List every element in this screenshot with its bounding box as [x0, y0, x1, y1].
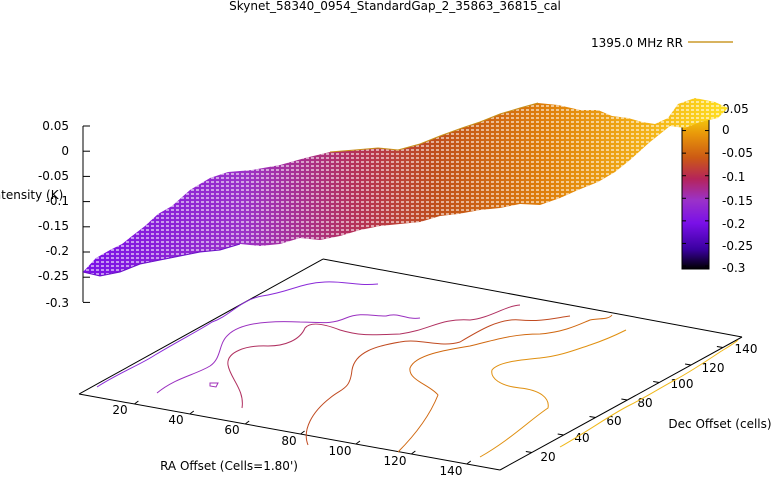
y-axis-label: Dec Offset (cells): [668, 417, 771, 431]
x-tick-mark: [189, 410, 195, 415]
y-tick-label: 120: [702, 361, 725, 375]
y-tick-mark: [525, 451, 532, 453]
colorbar-tick-label: -0.1: [722, 170, 745, 184]
z-tick-label: -0.15: [38, 219, 69, 233]
x-tick-label: 60: [224, 423, 239, 437]
y-tick-mark: [557, 433, 564, 436]
z-tick-label: -0.3: [46, 296, 69, 310]
x-tick-mark: [466, 460, 472, 465]
x-tick-label: 100: [329, 444, 352, 458]
x-tick-mark: [355, 440, 361, 445]
y-tick-label: 20: [540, 450, 555, 464]
x-tick-label: 80: [281, 434, 296, 448]
x-tick-label: 20: [112, 403, 127, 417]
z-tick-label: 0: [61, 144, 69, 158]
contour-lines: [96, 281, 739, 458]
y-tick-mark: [621, 398, 628, 401]
x-tick-mark: [134, 400, 139, 405]
base-plane: [78, 258, 743, 471]
y-tick-label: 140: [735, 342, 758, 356]
z-tick-label: -0.05: [38, 169, 69, 183]
z-tick-label: -0.2: [46, 244, 69, 258]
z-tick-label: 0.05: [42, 119, 69, 133]
x-tick-label: 120: [384, 454, 407, 468]
colorbar-tick-label: -0.05: [722, 146, 753, 160]
chart-title: Skynet_58340_0954_StandardGap_2_35863_36…: [229, 0, 561, 13]
y-tick-label: 100: [671, 377, 694, 391]
x-tick-label: 40: [168, 413, 183, 427]
y-tick-label: 60: [606, 414, 621, 428]
y-tick-mark: [716, 346, 723, 348]
colorbar-tick-label: -0.3: [722, 261, 745, 275]
y-tick-mark: [684, 363, 692, 366]
colorbar-tick-label: -0.25: [722, 239, 753, 253]
x-axis-ticks: [134, 400, 472, 465]
z-axis-ticks: [83, 125, 90, 303]
z-axis-label: Intensity (K): [0, 188, 63, 202]
x-tick-mark: [244, 420, 250, 425]
colorbar-tick-label: -0.2: [722, 217, 745, 231]
x-axis-label: RA Offset (Cells=1.80'): [160, 459, 298, 473]
y-tick-label: 80: [637, 396, 652, 410]
y-tick-label: 40: [574, 431, 589, 445]
legend-label: 1395.0 MHz RR: [591, 36, 683, 50]
z-tick-label: -0.25: [38, 269, 69, 283]
y-tick-mark: [589, 416, 596, 418]
surface-mesh: [82, 98, 728, 277]
x-tick-mark: [411, 450, 416, 455]
colorbar-tick-label: 0: [722, 123, 730, 137]
colorbar-tick-label: 0.05: [722, 102, 749, 116]
x-tick-label: 140: [440, 464, 463, 478]
colorbar-tick-label: -0.15: [722, 194, 753, 208]
y-axis-ticks: [525, 346, 723, 453]
x-tick-mark: [300, 430, 305, 435]
y-tick-mark: [653, 381, 660, 383]
colorbar: [681, 104, 710, 270]
z-tick-label: -0.1: [46, 194, 69, 208]
